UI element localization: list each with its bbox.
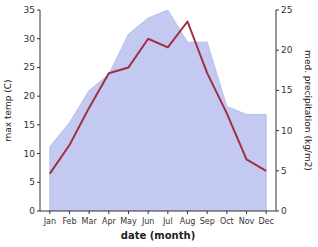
x-tick	[187, 211, 188, 214]
x-axis-line	[40, 211, 276, 212]
x-tick	[167, 211, 168, 214]
y2-axis-label: med. precipitation (kg/m2)	[303, 50, 313, 171]
x-axis-label: date (month)	[121, 230, 195, 241]
x-tick-label: Mar	[82, 217, 98, 226]
y2-axis-line	[276, 10, 277, 211]
y2-tick	[276, 211, 279, 212]
x-tick	[69, 211, 70, 214]
precip-area	[50, 10, 266, 211]
y2-tick-label: 0	[281, 206, 287, 216]
y2-tick-label: 15	[281, 85, 292, 95]
x-tick-label: Jan	[43, 217, 56, 226]
x-tick	[207, 211, 208, 214]
y-tick-label: 20	[24, 91, 36, 101]
x-tick-label: Sep	[200, 217, 215, 226]
y2-tick	[276, 10, 279, 11]
plot-area	[50, 10, 266, 211]
x-tick	[49, 211, 50, 214]
x-tick	[148, 211, 149, 214]
y-tick-label: 30	[24, 34, 36, 44]
y2-tick-label: 5	[281, 166, 287, 176]
y-axis-line	[40, 10, 41, 211]
y2-tick-label: 10	[281, 126, 293, 136]
x-tick-label: Apr	[102, 217, 117, 226]
x-tick	[128, 211, 129, 214]
x-tick	[226, 211, 227, 214]
y2-tick	[276, 130, 279, 131]
y2-tick	[276, 50, 279, 51]
y2-tick-label: 20	[281, 45, 293, 55]
y-tick	[37, 153, 40, 154]
y-tick-label: 10	[24, 149, 36, 159]
y-tick-label: 15	[24, 120, 35, 130]
x-tick-label: Feb	[62, 217, 76, 226]
y-tick	[37, 124, 40, 125]
y-tick	[37, 96, 40, 97]
chart: 0 5 10 15 20 25 30 35 0 5 10 15 20 25 Jan Feb Mar AprMay J…	[0, 0, 318, 247]
x-tick-label: May	[120, 217, 137, 226]
y2-tick	[276, 170, 279, 171]
x-tick	[108, 211, 109, 214]
y-tick	[37, 182, 40, 183]
x-tick	[89, 211, 90, 214]
y-tick	[37, 67, 40, 68]
y2-tick-label: 25	[281, 5, 292, 15]
x-tick-label: Dec	[258, 217, 273, 226]
y-tick-label: 35	[24, 5, 35, 15]
y-tick-label: 25	[24, 62, 35, 72]
y-tick	[37, 10, 40, 11]
y-tick-label: 0	[29, 206, 35, 216]
y-tick	[37, 38, 40, 39]
background	[0, 0, 318, 247]
x-tick-label: Nov	[239, 217, 255, 226]
x-tick-label: Jun	[141, 217, 155, 226]
x-tick-label: Oct	[220, 217, 234, 226]
y2-tick	[276, 90, 279, 91]
y-axis-label: max temp (C)	[3, 79, 13, 141]
x-tick-label: Jul	[162, 217, 173, 226]
y-tick-label: 5	[29, 177, 35, 187]
x-tick	[266, 211, 267, 214]
x-tick	[246, 211, 247, 214]
y-tick	[37, 211, 40, 212]
x-tick-label: Aug	[180, 217, 196, 226]
temp-line	[50, 21, 266, 173]
